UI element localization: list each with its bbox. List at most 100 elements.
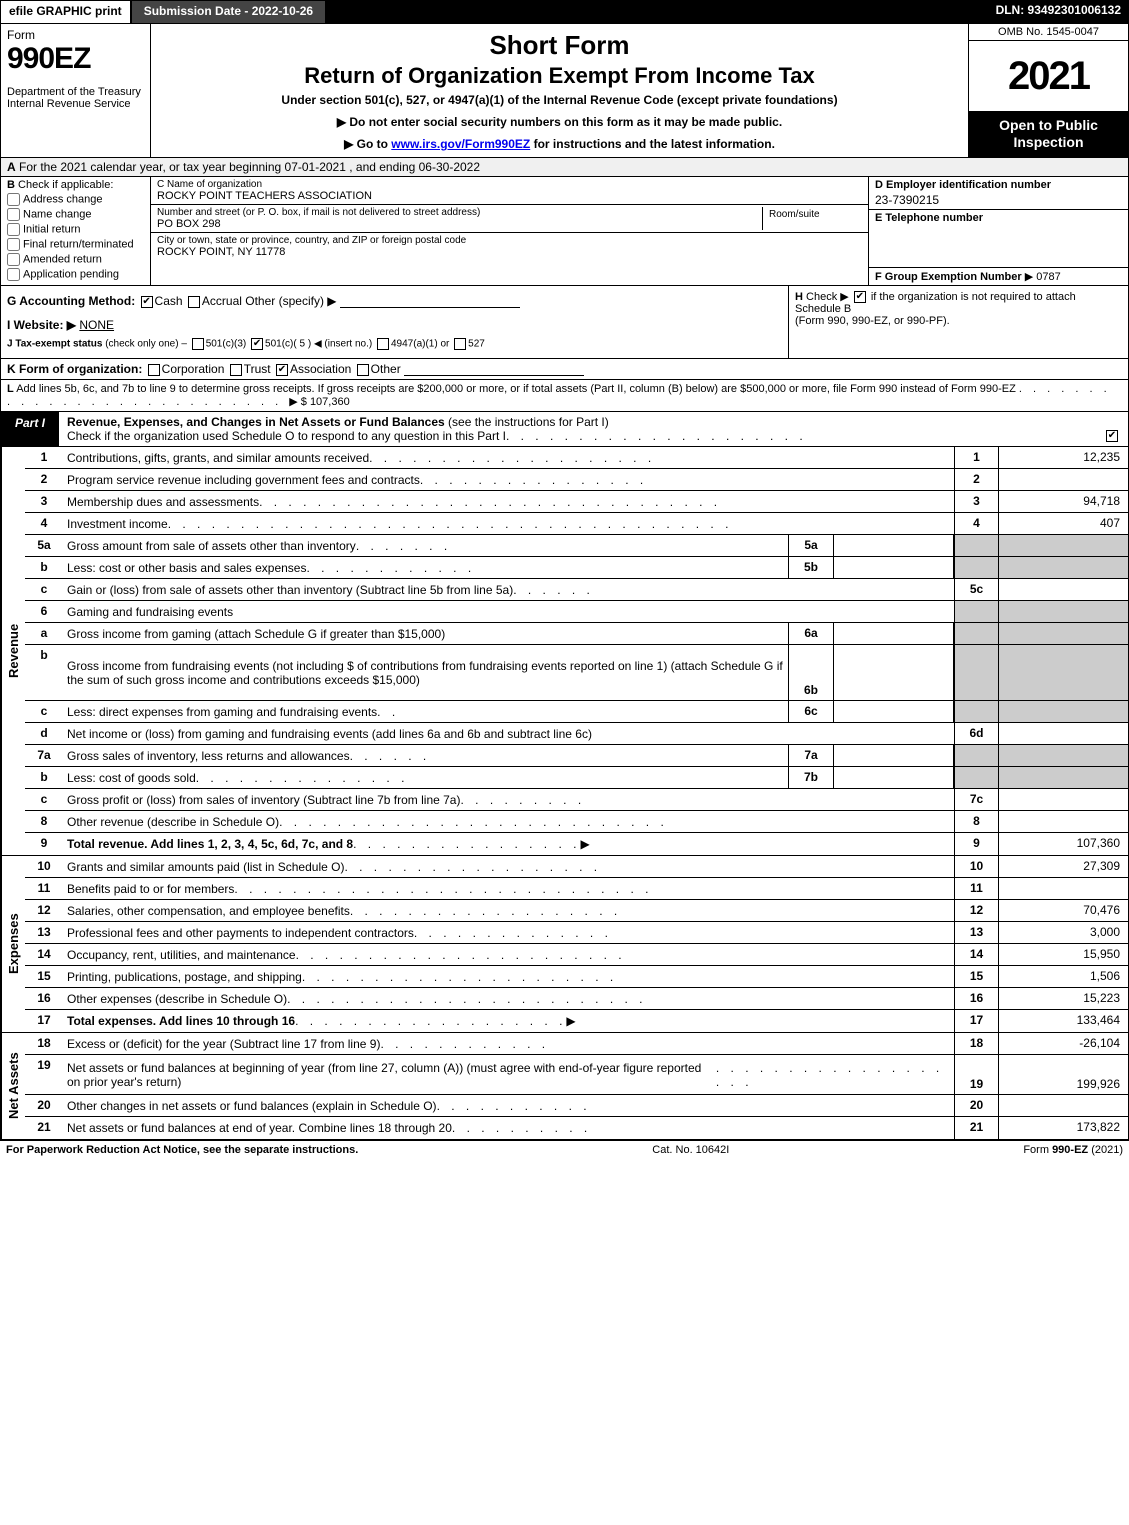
c-street-label: Number and street (or P. O. box, if mail…: [157, 207, 762, 218]
c-street-row: Number and street (or P. O. box, if mail…: [151, 205, 868, 233]
ln5a-sv: [834, 535, 954, 556]
ln9-rnum: 9: [954, 833, 998, 855]
ln5b-num: b: [25, 557, 63, 578]
opt-527: 527: [468, 339, 485, 350]
line-17: 17 Total expenses. Add lines 10 through …: [25, 1010, 1128, 1032]
org-city: ROCKY POINT, NY 11778: [157, 246, 862, 258]
ln6b-num: b: [25, 645, 63, 700]
opt-other-specify: Other (specify) ▶: [245, 294, 336, 308]
chk-4947[interactable]: [377, 338, 389, 350]
d-label: D Employer identification number: [875, 179, 1051, 191]
chk-name-change[interactable]: Name change: [7, 208, 144, 221]
a-text: For the 2021 calendar year, or tax year …: [19, 160, 480, 174]
line-13: 13 Professional fees and other payments …: [25, 922, 1128, 944]
header-left: Form 990EZ Department of the Treasury In…: [1, 24, 151, 157]
chk-schedule-o[interactable]: ✔: [1106, 430, 1118, 442]
ln5a-rval-grey: [998, 535, 1128, 556]
ln17-desc: Total expenses. Add lines 10 through 16: [67, 1014, 295, 1028]
h-schedule-b: H Check ▶ ✔ if the organization is not r…: [788, 286, 1128, 358]
ln7b-rnum-grey: [954, 767, 998, 788]
chk-corporation[interactable]: [148, 364, 160, 376]
chk-other-org[interactable]: [357, 364, 369, 376]
ln21-num: 21: [25, 1117, 63, 1139]
h-text-forms: (Form 990, 990-EZ, or 990-PF).: [795, 315, 1122, 327]
chk-accrual[interactable]: [188, 296, 200, 308]
ln6c-rval-grey: [998, 701, 1128, 722]
irs-link[interactable]: www.irs.gov/Form990EZ: [391, 137, 530, 151]
ln16-rnum: 16: [954, 988, 998, 1009]
ln4-desc: Investment income: [67, 517, 168, 531]
ln5b-sv: [834, 557, 954, 578]
ln9-desc: Total revenue. Add lines 1, 2, 3, 4, 5c,…: [67, 837, 353, 851]
efile-print-label[interactable]: efile GRAPHIC print: [0, 0, 131, 24]
vtab-revenue: Revenue: [1, 447, 25, 855]
ln6-rval-grey: [998, 601, 1128, 622]
expenses-block: Expenses 10 Grants and similar amounts p…: [0, 856, 1129, 1033]
ln7a-sv: [834, 745, 954, 766]
opt-initial-return: Initial return: [23, 223, 80, 235]
ln20-rval: [998, 1095, 1128, 1116]
line-6c: c Less: direct expenses from gaming and …: [25, 701, 1128, 723]
chk-final-return[interactable]: Final return/terminated: [7, 238, 144, 251]
ln5c-desc: Gain or (loss) from sale of assets other…: [67, 583, 513, 597]
ln18-rval: -26,104: [998, 1033, 1128, 1054]
ln15-rnum: 15: [954, 966, 998, 987]
other-org-line[interactable]: [404, 362, 584, 376]
j-row: J Tax-exempt status (check only one) – 5…: [7, 338, 782, 350]
chk-trust[interactable]: [230, 364, 242, 376]
line-14: 14 Occupancy, rent, utilities, and maint…: [25, 944, 1128, 966]
ln1-rnum: 1: [954, 447, 998, 468]
opt-501c3: 501(c)(3): [206, 339, 247, 350]
ln6c-num: c: [25, 701, 63, 722]
submission-date: Submission Date - 2022-10-26: [131, 0, 326, 24]
under-section: Under section 501(c), 527, or 4947(a)(1)…: [161, 93, 958, 107]
ln1-desc: Contributions, gifts, grants, and simila…: [67, 451, 369, 465]
chk-initial-return[interactable]: Initial return: [7, 223, 144, 236]
ln6c-sn: 6c: [788, 701, 834, 722]
chk-501c3[interactable]: [192, 338, 204, 350]
opt-4947: 4947(a)(1) or: [391, 339, 449, 350]
chk-association[interactable]: ✔: [276, 364, 288, 376]
ln6c-desc: Less: direct expenses from gaming and fu…: [67, 705, 377, 719]
chk-amended-return[interactable]: Amended return: [7, 253, 144, 266]
chk-501c[interactable]: ✔: [251, 338, 263, 350]
vtab-net-assets: Net Assets: [1, 1033, 25, 1139]
ln8-num: 8: [25, 811, 63, 832]
c-name-row: C Name of organization ROCKY POINT TEACH…: [151, 177, 868, 205]
opt-address-change: Address change: [23, 193, 103, 205]
ln10-rval: 27,309: [998, 856, 1128, 877]
ln7c-num: c: [25, 789, 63, 810]
chk-cash[interactable]: ✔: [141, 296, 153, 308]
tax-year: 2021: [969, 41, 1128, 111]
l-value: ▶ $ 107,360: [289, 396, 349, 408]
c-city-row: City or town, state or province, country…: [151, 233, 868, 260]
ln7c-desc: Gross profit or (loss) from sales of inv…: [67, 793, 460, 807]
part1-header: Part I Revenue, Expenses, and Changes in…: [0, 412, 1129, 447]
k-label: K Form of organization:: [7, 362, 142, 376]
section-bcdef: B Check if applicable: Address change Na…: [0, 177, 1129, 286]
ln18-desc: Excess or (deficit) for the year (Subtra…: [67, 1037, 380, 1051]
goto-post: for instructions and the latest informat…: [530, 137, 775, 151]
chk-schedule-b[interactable]: ✔: [854, 291, 866, 303]
opt-accrual: Accrual: [202, 294, 242, 308]
ln16-desc: Other expenses (describe in Schedule O): [67, 992, 287, 1006]
i-row: I Website: ▶ NONE: [7, 318, 782, 332]
ln7c-rval: [998, 789, 1128, 810]
page-footer: For Paperwork Reduction Act Notice, see …: [0, 1140, 1129, 1159]
chk-address-change[interactable]: Address change: [7, 193, 144, 206]
chk-527[interactable]: [454, 338, 466, 350]
line-8: 8 Other revenue (describe in Schedule O)…: [25, 811, 1128, 833]
ein-value: 23-7390215: [875, 193, 1122, 207]
line-19: 19 Net assets or fund balances at beginn…: [25, 1055, 1128, 1095]
revenue-block: Revenue 1 Contributions, gifts, grants, …: [0, 447, 1129, 856]
chk-application-pending[interactable]: Application pending: [7, 268, 144, 281]
ln6b-rval-grey: [998, 645, 1128, 700]
c-name-label: C Name of organization: [157, 179, 862, 190]
ln12-rval: 70,476: [998, 900, 1128, 921]
ln7b-sv: [834, 767, 954, 788]
ln7a-desc: Gross sales of inventory, less returns a…: [67, 749, 350, 763]
ln20-rnum: 20: [954, 1095, 998, 1116]
footer-right: Form 990-EZ (2021): [1023, 1144, 1123, 1156]
line-21: 21 Net assets or fund balances at end of…: [25, 1117, 1128, 1139]
other-specify-line[interactable]: [340, 294, 520, 308]
